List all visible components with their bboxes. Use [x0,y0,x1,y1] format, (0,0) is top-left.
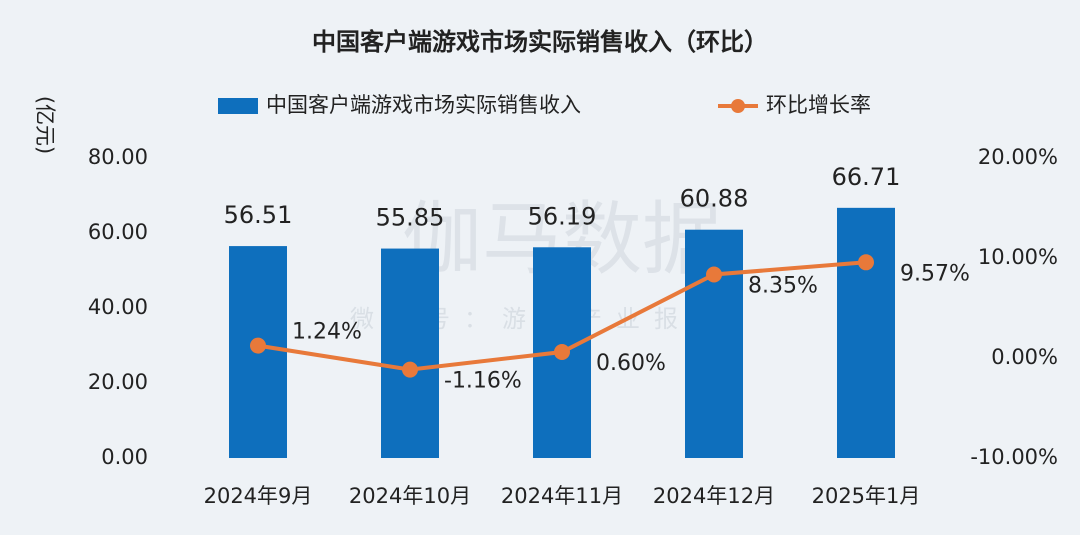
line-point [250,337,266,354]
line-point [402,361,418,378]
x-tick-label: 2024年11月 [501,484,623,508]
x-tick-label: 2024年10月 [349,484,471,508]
x-tick-label: 2024年12月 [653,484,775,508]
line-value-label: 1.24% [292,320,362,345]
line-point [706,266,722,283]
bar [381,248,439,458]
line-value-label: 8.35% [748,274,818,299]
line-value-label: 0.60% [596,351,666,376]
line-point [858,254,874,271]
y-tick-label: 60.00 [88,220,148,244]
line-value-label: 9.57% [900,261,970,286]
legend-swatch [731,99,745,113]
y-tick-label: 20.00 [88,370,148,394]
y-tick-label: 40.00 [88,295,148,319]
y-tick-label: 0.00 [101,445,148,469]
legend-label: 环比增长率 [766,93,871,117]
bar-value-label: 56.51 [224,201,293,229]
bar-value-label: 66.71 [832,163,901,191]
bar-value-label: 56.19 [528,202,597,230]
bar [685,229,743,458]
legend-label: 中国客户端游戏市场实际销售收入 [266,93,581,117]
line-point [554,344,570,360]
y2-tick-label: 20.00% [978,145,1058,169]
bar-value-label: 55.85 [376,204,445,232]
y-axis-label: (亿元) [33,96,57,154]
legend-swatch [218,98,258,114]
line-value-label: -1.16% [444,369,522,394]
bar [837,207,895,458]
x-tick-label: 2025年1月 [812,484,921,508]
y2-tick-label: -10.00% [970,445,1058,469]
y2-tick-label: 10.00% [978,245,1058,269]
bar-value-label: 60.88 [680,185,749,213]
x-tick-label: 2024年9月 [204,484,313,508]
chart-title: 中国客户端游戏市场实际销售收入（环比） [312,28,768,56]
y2-tick-label: 0.00% [991,345,1058,369]
y-tick-label: 80.00 [88,145,148,169]
